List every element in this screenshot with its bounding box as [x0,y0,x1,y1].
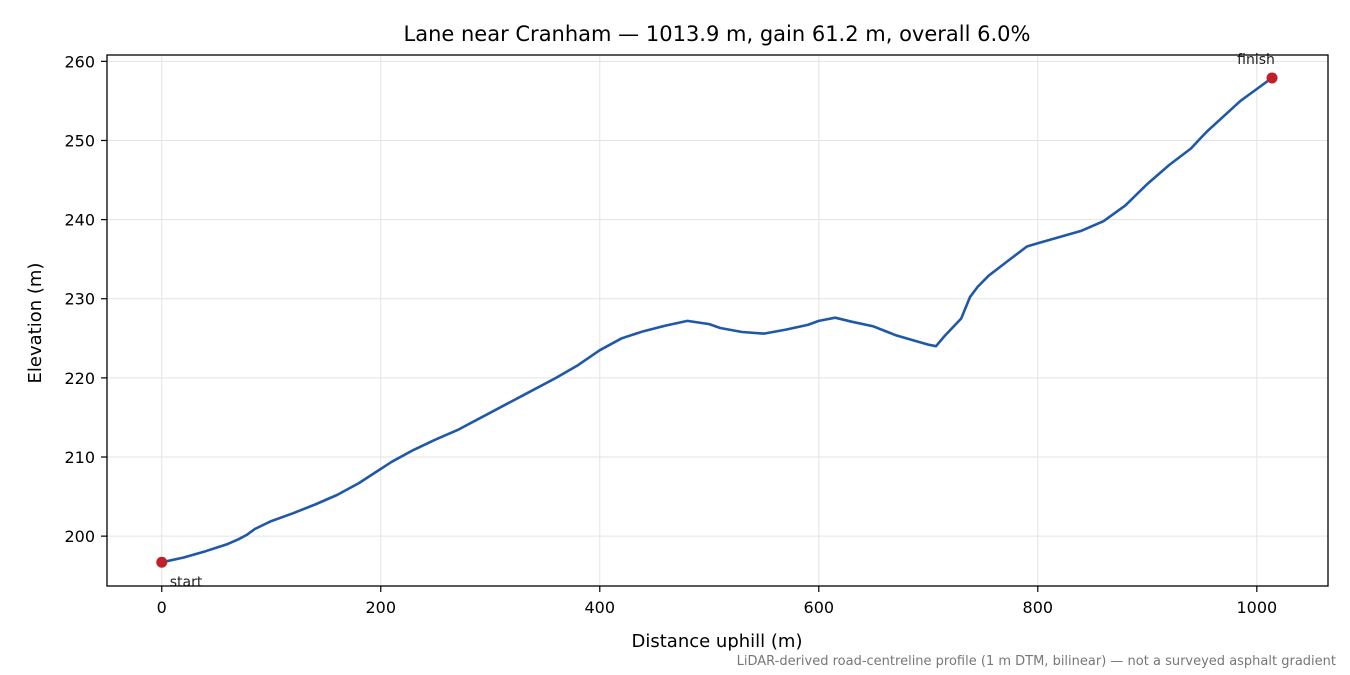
y-tick-label: 200 [64,527,95,546]
x-tick-label: 400 [585,598,616,617]
x-tick-label: 800 [1023,598,1054,617]
elevation-line [161,76,1273,564]
y-tick-label: 210 [64,448,95,467]
x-tick-label: 1000 [1236,598,1277,617]
plot-frame [106,54,1329,587]
x-tick-label: 0 [157,598,167,617]
axis-ticks: 0 200 400 600 800 1000 200 210 220 230 240 250 260 [64,52,1277,617]
x-axis-label: Distance uphill (m) [632,631,803,652]
chart-title: Lane near Cranham — 1013.9 m, gain 61.2 … [404,22,1031,46]
start-label: start [170,574,203,590]
start-marker [156,556,168,568]
y-axis-label: Elevation (m) [25,263,46,384]
x-tick-label: 200 [365,598,396,617]
y-tick-label: 240 [64,211,95,230]
endpoint-markers: start finish [156,52,1278,590]
grid [107,55,1328,586]
y-tick-label: 260 [64,52,95,71]
finish-marker [1266,72,1278,84]
y-tick-label: 220 [64,369,95,388]
x-tick-label: 600 [804,598,835,617]
y-tick-label: 230 [64,290,95,309]
footnote: LiDAR-derived road-centreline profile (1… [737,654,1336,669]
y-tick-label: 250 [64,131,95,150]
finish-label: finish [1237,52,1275,68]
